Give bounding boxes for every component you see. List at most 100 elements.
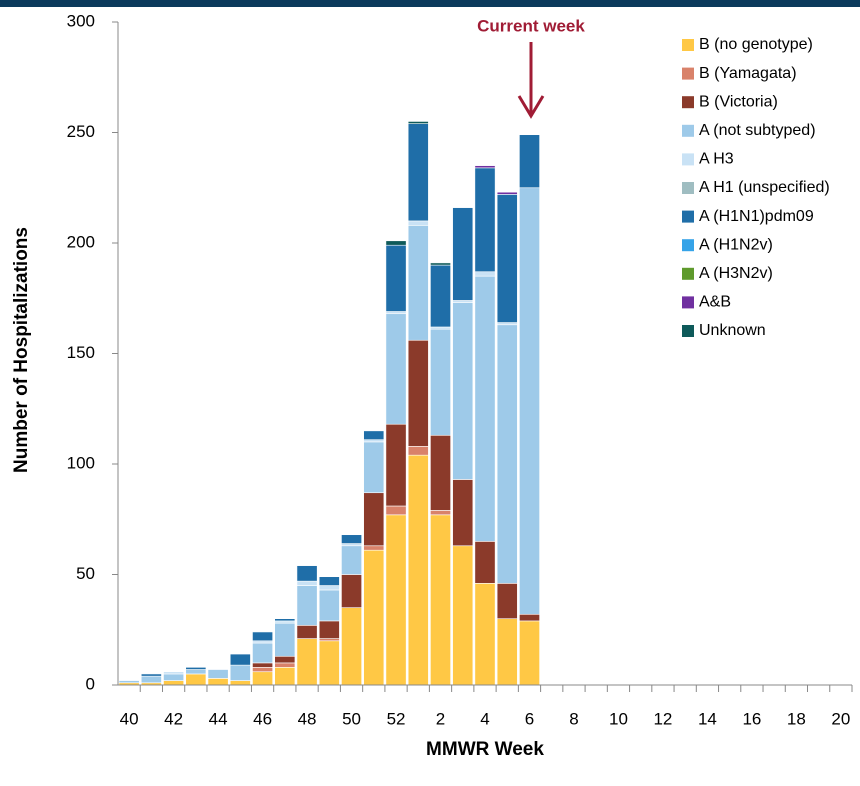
x-tick-label: 42 — [164, 709, 183, 728]
bar-segment — [474, 275, 496, 542]
bar-segment — [407, 220, 429, 226]
bar-segment — [274, 667, 296, 686]
bar-segment — [252, 662, 273, 668]
bar-segment — [430, 262, 451, 266]
bar-segment — [296, 625, 318, 639]
bar-segment — [385, 311, 407, 315]
bar-segment — [519, 187, 540, 615]
bar-segment — [430, 434, 451, 511]
bar-segment — [163, 680, 185, 686]
bar-segment — [140, 673, 162, 677]
bar-segment — [185, 673, 207, 686]
x-tick-label: 40 — [120, 709, 139, 728]
y-tick-label: 0 — [86, 674, 95, 693]
legend-swatch — [682, 153, 694, 166]
legend-label: Unknown — [699, 322, 766, 339]
bar-segment — [430, 328, 451, 436]
legend-label: B (Yamagata) — [699, 65, 797, 82]
bar-segment — [452, 300, 474, 303]
legend-label: A (not subtyped) — [699, 122, 816, 139]
legend-swatch — [682, 210, 694, 223]
bar-segment — [474, 271, 496, 277]
legend-swatch — [682, 124, 694, 137]
legend-label: A H3 — [699, 151, 734, 168]
bar-segment — [452, 479, 474, 547]
bar-segment — [296, 580, 318, 586]
bar-segment — [185, 669, 207, 675]
bar-segment — [252, 640, 273, 644]
bar-segment — [207, 669, 229, 679]
legend-label: B (no genotype) — [699, 36, 813, 53]
bar-segment — [496, 583, 518, 620]
bar-segment — [274, 618, 296, 622]
bar-segment — [274, 622, 296, 657]
bar-segment — [519, 134, 540, 189]
x-tick-label: 44 — [209, 709, 228, 728]
bar-segment — [274, 662, 296, 668]
bar-segment — [452, 302, 474, 480]
bar-segment — [385, 505, 407, 516]
bar-segment — [474, 583, 496, 686]
bar-segment — [496, 324, 518, 584]
bar-segment — [430, 264, 451, 328]
bar-segment — [474, 541, 496, 584]
legend-label: B (Victoria) — [699, 93, 778, 110]
bar-segment — [474, 167, 496, 273]
legend-label: A (H1N2v) — [699, 236, 773, 253]
bar-segment — [163, 673, 185, 681]
legend-swatch — [682, 239, 694, 252]
x-tick-label: 14 — [698, 709, 717, 728]
bar-segment — [407, 454, 429, 686]
y-tick-label: 250 — [67, 122, 95, 141]
bar-segment — [496, 191, 518, 195]
bar-segment — [474, 165, 496, 169]
y-tick-label: 300 — [67, 11, 95, 30]
bar-segment — [140, 675, 162, 684]
y-tick-label: 200 — [67, 232, 95, 251]
bar-segment — [252, 642, 273, 664]
bar-segment — [363, 545, 385, 551]
bar-segment — [430, 514, 451, 686]
y-axis-label: Number of Hospitalizations — [11, 227, 32, 473]
bar-segment — [496, 322, 518, 326]
y-tick-label: 100 — [67, 453, 95, 472]
bar-segment — [185, 667, 207, 670]
bar-segment — [407, 225, 429, 341]
bar-segment — [318, 585, 340, 591]
x-tick-label: 52 — [387, 709, 406, 728]
legend-swatch — [682, 96, 694, 109]
bar-segment — [385, 244, 407, 312]
x-tick-label: 46 — [253, 709, 272, 728]
x-tick-label: 2 — [436, 709, 445, 728]
x-tick-label: 8 — [569, 709, 578, 728]
bar-segment — [274, 655, 296, 664]
legend-swatch — [682, 267, 694, 280]
y-tick-label: 50 — [76, 564, 95, 583]
x-tick-label: 48 — [298, 709, 317, 728]
bar-segment — [385, 240, 407, 246]
x-tick-label: 6 — [525, 709, 534, 728]
bar-segment — [363, 430, 385, 440]
x-tick-label: 18 — [787, 709, 806, 728]
legend-swatch — [682, 296, 694, 309]
bar-segment — [430, 510, 451, 516]
bar-segment — [252, 631, 273, 642]
bar-segment — [318, 640, 340, 686]
bar-segment — [363, 439, 385, 443]
bar-segment — [363, 441, 385, 494]
bar-segment — [496, 194, 518, 323]
bar-segment — [363, 492, 385, 547]
bar-segment — [252, 667, 273, 673]
bar-segment — [363, 549, 385, 686]
bar-segment — [318, 638, 340, 642]
bar-segment — [118, 680, 140, 684]
bar-segment — [318, 576, 340, 586]
bar-segment — [452, 207, 474, 301]
bar-segment — [296, 565, 318, 582]
bar-segment — [341, 534, 362, 544]
x-tick-label: 4 — [480, 709, 489, 728]
bar-segment — [252, 671, 273, 686]
x-tick-label: 20 — [831, 709, 850, 728]
bar-segment — [229, 680, 251, 686]
legend-swatch — [682, 325, 694, 337]
